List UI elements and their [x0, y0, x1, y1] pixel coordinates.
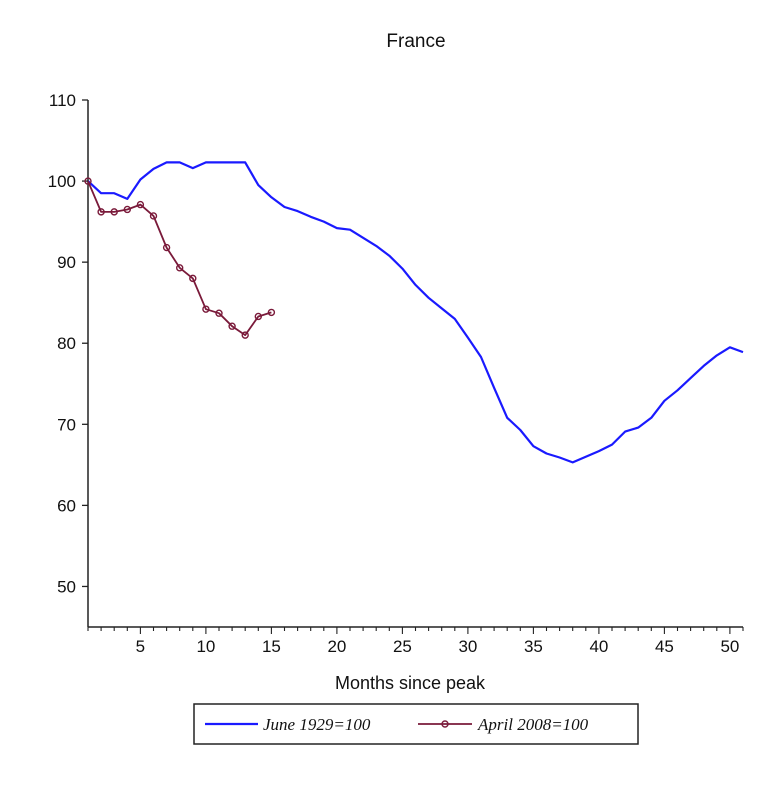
legend-box [193, 703, 639, 745]
data-point [267, 308, 276, 317]
x-tick-label: 25 [393, 637, 412, 656]
y-tick-label: 70 [57, 415, 76, 434]
x-tick-label: 10 [196, 637, 215, 656]
legend: June 1929=100 April 2008=100 [193, 703, 639, 745]
y-tick-label: 100 [48, 172, 76, 191]
x-axis-label: Months since peak [335, 673, 486, 693]
x-tick-label: 40 [589, 637, 608, 656]
data-point [241, 331, 249, 339]
x-tick-label: 30 [458, 637, 477, 656]
series-layer [84, 161, 744, 464]
data-point [149, 212, 158, 220]
chart-title: France [386, 31, 445, 52]
axes: 50 60 70 80 90 100 110 5 10 15 20 25 30 35 40 45 50 [48, 91, 744, 656]
x-tick-label: 15 [262, 637, 281, 656]
x-tick-label: 20 [327, 637, 346, 656]
data-point [175, 264, 184, 272]
data-point [123, 205, 132, 214]
data-point [228, 322, 236, 330]
x-tick-label: 45 [655, 637, 674, 656]
data-point [215, 309, 223, 317]
legend-marker-april-2008 [441, 720, 449, 728]
data-point [162, 243, 171, 252]
series-line-1 [87, 180, 272, 337]
y-tick-label: 90 [57, 253, 76, 272]
data-point [84, 177, 92, 185]
series-line-0 [87, 161, 744, 464]
data-point [254, 312, 262, 321]
legend-label-june-1929: June 1929=100 [263, 715, 371, 734]
data-point [97, 208, 105, 216]
data-point [110, 208, 118, 216]
y-tick-label: 60 [57, 496, 76, 515]
legend-label-april-2008: April 2008=100 [477, 715, 589, 734]
y-tick-label: 80 [57, 334, 76, 353]
data-point [202, 305, 210, 313]
x-tick-label: 35 [524, 637, 543, 656]
data-point [136, 200, 145, 209]
x-tick-label: 5 [136, 637, 145, 656]
y-tick-label: 110 [49, 91, 76, 110]
y-tick-label: 50 [57, 577, 76, 596]
x-tick-label: 50 [720, 637, 739, 656]
data-point [189, 274, 197, 283]
